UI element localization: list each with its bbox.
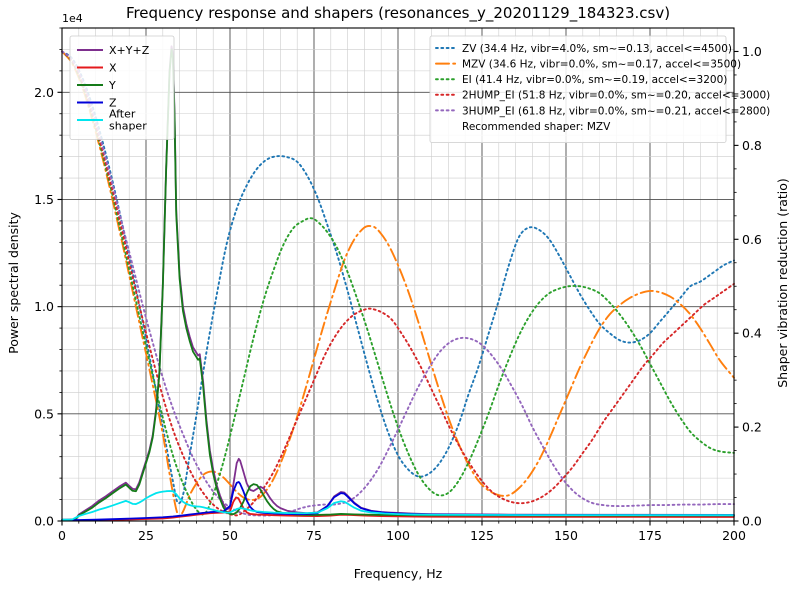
y-tick-label: 0.5: [34, 406, 54, 421]
legend-label-3hump_ei: 3HUMP_EI (61.8 Hz, vibr=0.0%, sm~=0.21, …: [462, 105, 770, 117]
legend-label: Z: [109, 96, 117, 109]
shaper-curve-zv: [61, 50, 735, 505]
recommended-shaper-note: Recommended shaper: MZV: [462, 121, 611, 133]
axes-layer: [57, 27, 739, 526]
y-axis-exponent-label: 1e4: [62, 12, 83, 25]
legend-label-mzv: MZV (34.6 Hz, vibr=0.0%, sm~=0.17, accel…: [462, 59, 741, 71]
y-tick-label-right: 0.4: [742, 326, 762, 341]
x-tick-label: 75: [306, 528, 322, 543]
legend-label: Y: [108, 79, 116, 92]
y-tick-label-right: 0.8: [742, 138, 762, 153]
x-tick-label: 25: [138, 528, 154, 543]
legend-label: After shaper: [109, 108, 147, 133]
data-series-layer: [61, 45, 735, 522]
x-tick-label: 100: [386, 528, 410, 543]
axis-labels-layer: 0 25 50 75 100 125 150 175 2000.00.51.01.52.00.0…: [34, 44, 762, 543]
y-tick-label: 2.0: [34, 85, 54, 100]
x-tick-label: 125: [470, 528, 494, 543]
shaper-curve-3hump_ei: [61, 50, 735, 517]
shaper-curve-ei: [61, 50, 735, 516]
x-tick-label: 0: [58, 528, 66, 543]
psd-curve-xyz: [61, 45, 735, 521]
legend-label-ei: EI (41.4 Hz, vibr=0.0%, sm~=0.19, accel<…: [462, 74, 727, 86]
chart-title: Frequency response and shapers (resonanc…: [126, 4, 670, 23]
y-tick-label: 1.5: [34, 192, 54, 207]
legend-label-zv: ZV (34.4 Hz, vibr=4.0%, sm~=0.13, accel<…: [462, 43, 732, 55]
x-tick-label: 50: [222, 528, 238, 543]
psd-curve-x: [61, 496, 735, 522]
psd-curve-y: [61, 48, 735, 522]
y-tick-label-right: 0.6: [742, 232, 762, 247]
y-tick-label: 1.0: [34, 299, 54, 314]
y-tick-label-right: 1.0: [742, 44, 762, 59]
legend-label-2hump_ei: 2HUMP_EI (51.8 Hz, vibr=0.0%, sm~=0.20, …: [462, 90, 770, 102]
psd-curve-z: [61, 481, 735, 522]
y-tick-label-right: 0.0: [742, 514, 762, 529]
y-tick-label: 0.0: [34, 514, 54, 529]
y-axis-label-right: Shaper vibration reduction (ratio): [775, 178, 790, 388]
x-tick-label: 175: [638, 528, 662, 543]
y-axis-label: Power spectral density: [6, 212, 21, 354]
y-tick-label-right: 0.2: [742, 420, 762, 435]
legend-label: X: [109, 61, 117, 74]
legend-label: X+Y+Z: [109, 44, 150, 57]
x-tick-label: 200: [722, 528, 746, 543]
x-tick-label: 150: [554, 528, 578, 543]
x-axis-label: Frequency, Hz: [354, 566, 443, 581]
psd-curve-aftershaper: [61, 490, 735, 521]
